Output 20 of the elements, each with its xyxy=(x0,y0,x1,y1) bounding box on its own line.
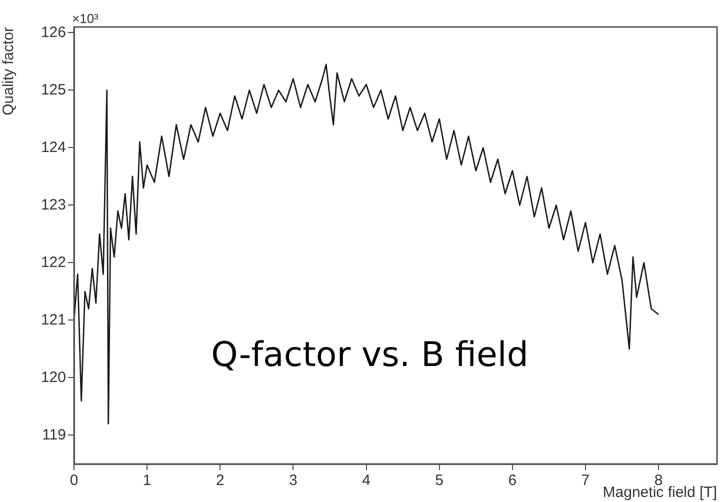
y-tick-label: 119 xyxy=(42,426,66,444)
x-tick-label: 2 xyxy=(216,472,224,490)
y-tick-label: 126 xyxy=(40,24,66,41)
text: ×10³ xyxy=(72,11,100,26)
y-tick-label: 122 xyxy=(40,254,66,271)
x-tick-label: 5 xyxy=(435,472,444,490)
x-tick-label: 1 xyxy=(142,472,152,490)
x-tick-label: 3 xyxy=(289,472,298,490)
annotation: Q-factor vs. B field xyxy=(211,334,528,375)
x-tick-label: 0 xyxy=(70,472,78,490)
x-tick-label: 4 xyxy=(362,472,370,490)
y-tick-label: 125 xyxy=(40,81,66,98)
x-axis-title: Magnetic field [T] xyxy=(602,484,717,502)
y-axis-title: Quality factor xyxy=(0,27,18,116)
y-tick-label: 120 xyxy=(40,368,66,386)
x-tick-label: 6 xyxy=(508,472,517,490)
y-tick-label: 121 xyxy=(40,311,66,328)
y-tick-label: 124 xyxy=(40,138,66,156)
y-tick-label: 123 xyxy=(40,196,66,214)
x-tick-label: 7 xyxy=(581,472,590,490)
